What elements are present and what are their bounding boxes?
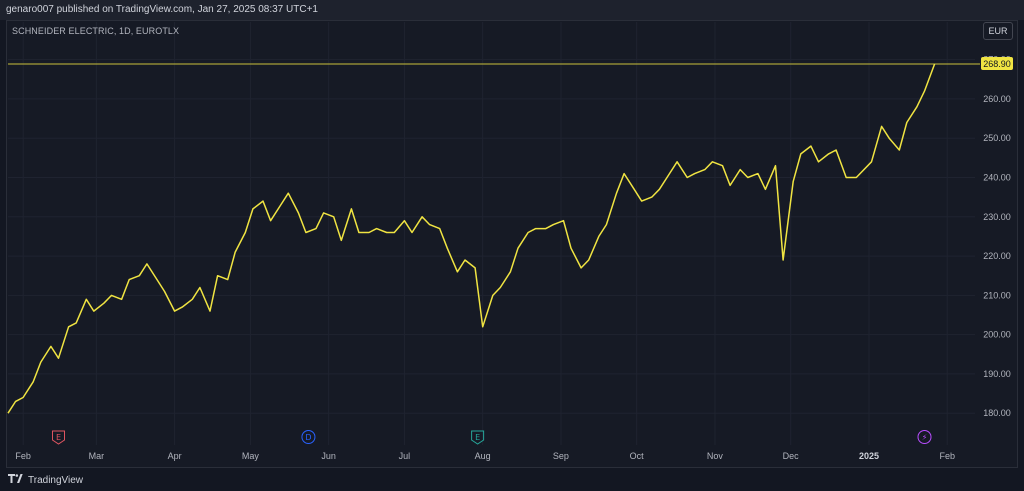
x-tick-label: Oct: [630, 451, 645, 461]
x-tick-label: Feb: [15, 451, 31, 461]
y-tick-label: 180.00: [983, 408, 1011, 418]
tradingview-logo-icon: [8, 474, 24, 486]
x-tick-label: Apr: [168, 451, 182, 461]
y-axis: 180.00 190.00 200.00 210.00 220.00 230.00 240.…: [983, 55, 1011, 419]
marker-letter: E: [56, 433, 61, 442]
marker-letter: ⚡: [922, 433, 928, 442]
y-tick-label: 220.00: [983, 251, 1011, 261]
y-tick-label: 190.00: [983, 369, 1011, 379]
lightning-icon[interactable]: ⚡: [917, 430, 932, 444]
last-price-tag: 268.90: [981, 56, 1013, 70]
last-price-label: 268.90: [983, 59, 1011, 69]
x-tick-label: Aug: [475, 451, 491, 461]
x-tick-label: Dec: [783, 451, 800, 461]
brand-name: TradingView: [28, 474, 84, 486]
grid: [8, 22, 975, 445]
event-markers: E D E ⚡: [51, 430, 932, 445]
y-tick-label: 200.00: [983, 330, 1011, 340]
header-bar: genaro007 published on TradingView.com, …: [0, 0, 1024, 20]
x-tick-label: Jul: [399, 451, 411, 461]
x-tick-label: Nov: [707, 451, 724, 461]
x-tick-label: May: [242, 451, 260, 461]
y-tick-label: 210.00: [983, 290, 1011, 300]
published-caption: genaro007 published on TradingView.com, …: [6, 4, 318, 15]
y-tick-label: 230.00: [983, 212, 1011, 222]
marker-letter: E: [475, 433, 480, 442]
x-tick-label: Jun: [321, 451, 336, 461]
x-tick-label: Feb: [939, 451, 955, 461]
x-axis: Feb Mar Apr May Jun Jul Aug Sep Oct Nov Dec 2025 Feb: [15, 451, 955, 461]
footer: [0, 468, 1024, 491]
y-tick-label: 260.00: [983, 94, 1011, 104]
y-tick-label: 250.00: [983, 133, 1011, 143]
x-tick-label: 2025: [859, 451, 879, 461]
earnings-icon[interactable]: E: [51, 430, 65, 445]
symbol-label: SCHNEIDER ELECTRIC, 1D, EUROTLX: [12, 26, 180, 36]
series-line: [7, 63, 936, 414]
x-tick-label: Mar: [89, 451, 105, 461]
brand[interactable]: TradingView: [8, 474, 83, 486]
x-tick-label: Sep: [553, 451, 569, 461]
marker-letter: D: [305, 433, 311, 442]
currency-button[interactable]: EUR: [983, 22, 1013, 40]
y-tick-label: 240.00: [983, 173, 1011, 183]
earnings-icon[interactable]: E: [471, 430, 485, 445]
dividend-icon[interactable]: D: [301, 430, 316, 444]
